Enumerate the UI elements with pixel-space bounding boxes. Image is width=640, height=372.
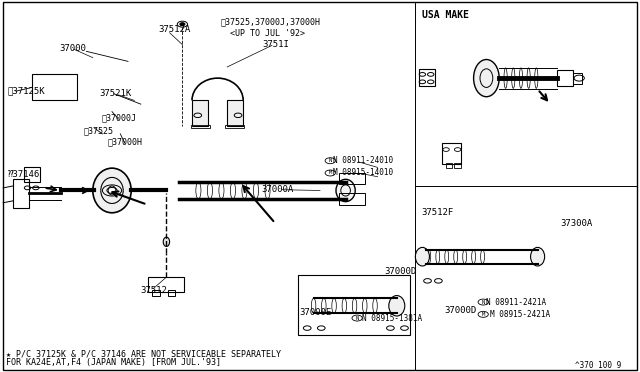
Text: N 08911-2421A: N 08911-2421A [486, 298, 547, 307]
Text: M 08915-2421A: M 08915-2421A [490, 310, 550, 319]
Bar [454, 163, 461, 168]
Bar [557, 70, 573, 86]
Text: <UP TO JUL '92>: <UP TO JUL '92> [230, 29, 305, 38]
Text: N: N [328, 158, 332, 163]
Ellipse shape [336, 179, 355, 202]
Bar [225, 125, 244, 128]
Text: 3751I: 3751I [262, 40, 289, 49]
Text: ⁃37000H: ⁃37000H [108, 138, 143, 147]
Text: M: M [481, 312, 485, 317]
Bar [192, 100, 208, 126]
Text: USA MAKE: USA MAKE [422, 10, 469, 20]
Bar [298, 275, 410, 335]
Text: ⁃37525: ⁃37525 [83, 126, 113, 135]
Text: 37512A: 37512A [159, 25, 191, 34]
Bar [339, 173, 365, 184]
Text: 37521K: 37521K [99, 89, 131, 98]
Bar [573, 73, 582, 84]
Ellipse shape [93, 168, 131, 213]
Ellipse shape [108, 186, 116, 195]
Text: M: M [328, 170, 332, 176]
Text: ⁃37125K: ⁃37125K [8, 87, 45, 96]
Text: ★ P/C 37125K & P/C 37146 ARE NOT SERVICEABLE SEPARATELY: ★ P/C 37125K & P/C 37146 ARE NOT SERVICE… [6, 350, 282, 359]
Ellipse shape [531, 247, 545, 266]
Bar [191, 125, 210, 128]
Bar [24, 167, 40, 182]
Text: 37000A: 37000A [261, 185, 293, 194]
Text: ⁃37525,37000J,37000H: ⁃37525,37000J,37000H [221, 18, 321, 27]
Text: N 08915-1381A: N 08915-1381A [362, 314, 422, 323]
Ellipse shape [389, 295, 405, 316]
Ellipse shape [474, 60, 499, 97]
Bar [339, 193, 365, 205]
Text: 37000D: 37000D [384, 267, 416, 276]
Text: N: N [481, 299, 485, 305]
Bar [168, 290, 175, 296]
Text: ⁇37146: ⁇37146 [8, 170, 40, 179]
Text: 37000: 37000 [59, 44, 86, 53]
Bar [419, 69, 435, 86]
Circle shape [180, 23, 185, 26]
Bar [152, 290, 160, 296]
Ellipse shape [415, 247, 429, 266]
Text: N 08911-24010: N 08911-24010 [333, 156, 393, 165]
Text: 37300A: 37300A [560, 219, 592, 228]
Bar [32, 74, 77, 100]
Bar [148, 277, 184, 292]
Bar [446, 163, 452, 168]
Bar [13, 179, 29, 208]
Text: ⁃37000J: ⁃37000J [101, 114, 136, 123]
Text: 37000D: 37000D [445, 306, 477, 315]
Text: M 08915-14010: M 08915-14010 [333, 169, 393, 177]
Text: FOR KA24E,AT,F4 (JAPAN MAKE) [FROM JUL.'93]: FOR KA24E,AT,F4 (JAPAN MAKE) [FROM JUL.'… [6, 358, 221, 367]
Text: 37512: 37512 [141, 286, 168, 295]
Ellipse shape [163, 237, 170, 247]
Text: N: N [355, 315, 359, 321]
Text: 37000E: 37000E [300, 308, 332, 317]
Text: ^370 100 9: ^370 100 9 [575, 361, 621, 370]
Text: 37512F: 37512F [421, 208, 453, 217]
Bar [227, 100, 243, 126]
Bar [442, 143, 461, 164]
